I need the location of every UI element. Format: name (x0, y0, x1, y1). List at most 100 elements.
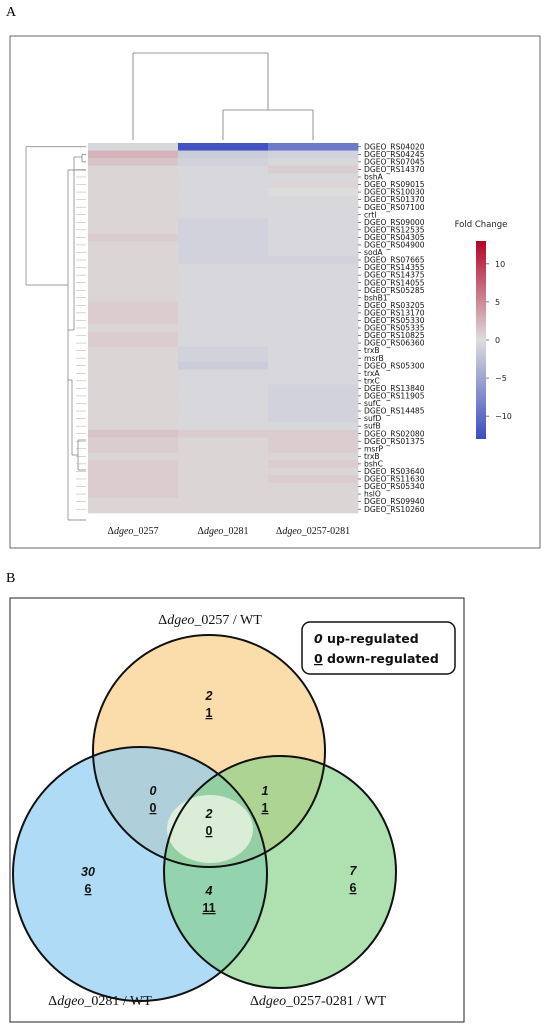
gene-label: DGEO_RS01370 (364, 195, 425, 204)
heatmap-cell (178, 226, 269, 234)
gene-label: DGEO_RS10825 (364, 331, 425, 340)
heatmap-cell (178, 437, 269, 446)
heatmap-cell (268, 429, 359, 438)
venn-set-fill (164, 756, 396, 988)
heatmap-cell (88, 460, 179, 469)
venn-up-count: 1 (262, 784, 269, 798)
venn-down-count: 1 (206, 706, 213, 720)
heatmap-cell (178, 490, 269, 499)
gene-label: msrB (364, 354, 384, 363)
heatmap-cell (88, 188, 179, 197)
heatmap-cell (88, 407, 179, 416)
venn-up-count: 2 (205, 807, 213, 821)
heatmap-cell (268, 150, 359, 159)
heatmap-cell (178, 195, 269, 204)
gene-label: DGEO_RS04305 (364, 233, 425, 242)
heatmap-cell (178, 369, 269, 378)
heatmap-cell (268, 331, 359, 340)
gene-label: sodA (364, 248, 383, 257)
gene-label: DGEO_RS05285 (364, 286, 425, 295)
heatmap-cell (178, 339, 269, 348)
heatmap-cell (88, 218, 179, 227)
heatmap-cell (88, 414, 179, 423)
gene-label: sufC (364, 399, 381, 408)
heatmap-cell (268, 233, 359, 242)
heatmap-cell (178, 286, 269, 295)
colorbar-tick-label: −5 (495, 374, 507, 383)
heatmap-cell (268, 467, 359, 476)
venn-legend: 0 up-regulated 0 down-regulated (301, 621, 456, 675)
heatmap-cell (88, 399, 179, 408)
heatmap-cell (178, 505, 269, 514)
heatmap-cell (268, 392, 359, 401)
heatmap-cell (178, 429, 269, 438)
gene-label: sufB (364, 422, 381, 431)
heatmap-cell (88, 143, 179, 151)
heatmap-cell (88, 180, 179, 189)
heatmap-cell (268, 301, 359, 310)
gene-label: DGEO_RS09015 (364, 180, 425, 189)
heatmap-cell (268, 210, 359, 219)
gene-label: hslO (364, 490, 381, 499)
heatmap-cell (88, 150, 179, 159)
heatmap-cell (268, 294, 359, 302)
gene-label: trxA (364, 369, 380, 378)
gene-label: DGEO_RS03640 (364, 467, 425, 476)
gene-label: DGEO_RS05300 (364, 361, 425, 370)
heatmap-cell (88, 437, 179, 446)
heatmap-cell (268, 384, 359, 393)
heatmap-cell (178, 294, 269, 302)
heatmap-cell (178, 248, 269, 257)
venn-up-count: 30 (81, 865, 95, 879)
venn-set-title: Δdgeo_0257 / WT (158, 613, 262, 628)
heatmap-cell (88, 286, 179, 295)
column-label: Δdgeo_0281 (198, 526, 249, 537)
panel-b-label: B (6, 571, 15, 586)
heatmap-cell (268, 278, 359, 287)
heatmap-cell (268, 218, 359, 227)
heatmap-cell (268, 180, 359, 189)
colorbar-tick-label: 10 (495, 260, 505, 269)
heatmap-cell (178, 210, 269, 219)
heatmap-cell (88, 482, 179, 491)
heatmap-cell (268, 339, 359, 348)
gene-label: DGEO_RS05335 (364, 324, 425, 333)
heatmap-cell (178, 399, 269, 408)
heatmap-cell (178, 180, 269, 189)
heatmap-cell (88, 241, 179, 250)
heatmap-cell (178, 422, 269, 431)
venn-down-count: 0 (206, 824, 213, 838)
gene-label: msrP (364, 444, 383, 453)
heatmap-cell (178, 203, 269, 212)
gene-label: DGEO_RS05330 (364, 316, 425, 325)
venn-down-count: 1 (262, 801, 269, 815)
column-label: Δdgeo_0257 (108, 526, 159, 537)
heatmap-cell (268, 490, 359, 499)
heatmap-cell (268, 460, 359, 469)
venn-set-outline (163, 755, 397, 989)
heatmap-cell (178, 482, 269, 491)
gene-label: trxC (364, 376, 380, 385)
heatmap-cell (268, 482, 359, 491)
venn-down-count: 6 (85, 882, 92, 896)
heatmap-cell (268, 346, 359, 355)
heatmap-cell (178, 414, 269, 423)
heatmap-cell (178, 467, 269, 476)
gene-label: DGEO_RS14055 (364, 278, 425, 287)
heatmap-cell (88, 248, 179, 257)
heatmap-cell (268, 505, 359, 514)
venn-up-count: 7 (350, 864, 358, 878)
venn-down-count: 0 (150, 801, 157, 815)
heatmap-cell (178, 256, 269, 265)
heatmap-cell (88, 271, 179, 280)
venn-up-count: 4 (205, 884, 213, 898)
heatmap-cell (178, 361, 269, 370)
venn-set-title: Δdgeo_0281 / WT (48, 994, 152, 1009)
colorbar-title: Fold Change (455, 220, 508, 230)
gene-label: DGEO_RS03205 (364, 301, 425, 310)
gene-label: DGEO_RS13170 (364, 308, 425, 317)
gene-label: DGEO_RS09940 (364, 497, 425, 506)
gene-labels: DGEO_RS04020DGEO_RS04245DGEO_RS07045DGEO… (358, 142, 425, 514)
heatmap-cell (268, 203, 359, 212)
